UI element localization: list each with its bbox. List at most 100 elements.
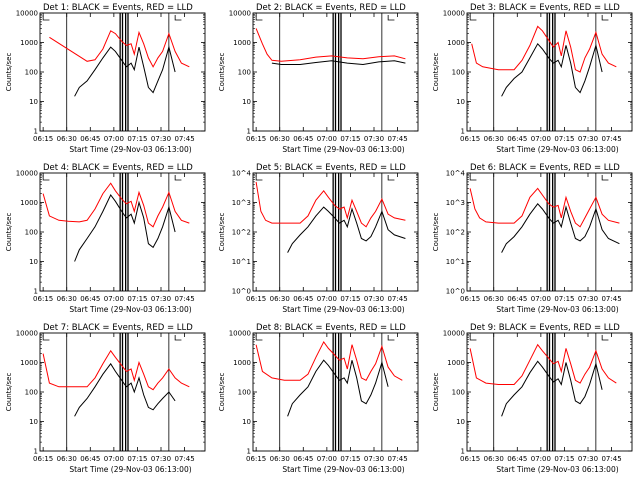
- chart-title: Det 9: BLACK = Events, RED = LLD: [470, 323, 620, 333]
- y-tick-label: 10^0: [446, 288, 465, 296]
- chart-title: Det 8: BLACK = Events, RED = LLD: [256, 323, 406, 333]
- y-axis-label: Counts/sec: [218, 53, 226, 92]
- x-tick-label: 06:15: [246, 135, 266, 143]
- x-tick-label: 06:15: [246, 295, 266, 303]
- x-axis-label: Start Time (29-Nov-03 06:13:00): [282, 305, 404, 314]
- y-tick-label: 1: [247, 128, 251, 136]
- x-tick-label: 06:30: [484, 295, 504, 303]
- x-axis-label: Start Time (29-Nov-03 06:13:00): [496, 145, 618, 154]
- x-tick-label: 07:15: [127, 295, 147, 303]
- series-line-lld: [255, 181, 406, 228]
- bracket-mark: [174, 175, 182, 181]
- y-tick-label: 1000: [20, 199, 38, 207]
- x-tick-label: 07:30: [364, 455, 384, 463]
- y-tick-label: 10^3: [446, 199, 465, 207]
- y-axis-label: Counts/sec: [432, 373, 440, 412]
- x-tick-label: 06:30: [57, 135, 77, 143]
- y-tick-label: 10: [456, 418, 465, 426]
- x-tick-label: 06:15: [246, 455, 266, 463]
- bracket-mark: [42, 175, 50, 181]
- y-tick-label: 10000: [16, 170, 38, 178]
- x-axis-label: Start Time (29-Nov-03 06:13:00): [496, 305, 618, 314]
- bracket-mark: [469, 175, 477, 181]
- chart-panel-det-3: Det 3: BLACK = Events, RED = LLD Counts/s…: [432, 3, 633, 154]
- y-tick-label: 1000: [233, 39, 251, 47]
- y-tick-label: 10000: [16, 10, 38, 18]
- bracket-mark: [255, 335, 263, 341]
- chart-panel-det-1: Det 1: BLACK = Events, RED = LLD Counts/s…: [5, 3, 206, 154]
- chart-title: Det 4: BLACK = Events, RED = LLD: [43, 163, 193, 173]
- y-tick-label: 100: [238, 389, 251, 397]
- series-line-lld: [42, 349, 190, 391]
- bracket-mark: [601, 175, 609, 181]
- x-tick-label: 07:30: [151, 295, 171, 303]
- chart-title: Det 5: BLACK = Events, RED = LLD: [256, 163, 406, 173]
- y-tick-label: 10: [29, 418, 38, 426]
- x-tick-label: 07:15: [554, 455, 574, 463]
- x-tick-label: 07:15: [554, 295, 574, 303]
- y-tick-label: 10: [242, 98, 251, 106]
- x-tick-label: 06:15: [460, 295, 480, 303]
- x-tick-label: 06:30: [484, 135, 504, 143]
- y-tick-label: 10: [456, 98, 465, 106]
- y-tick-label: 10000: [443, 10, 465, 18]
- x-tick-label: 07:15: [340, 455, 360, 463]
- y-axis-label: Counts/sec: [432, 213, 440, 252]
- y-tick-label: 10^4: [446, 170, 466, 178]
- x-tick-label: 06:30: [270, 295, 290, 303]
- bracket-mark: [174, 15, 182, 21]
- x-tick-label: 07:15: [340, 295, 360, 303]
- x-tick-label: 07:45: [174, 135, 194, 143]
- chart-panel-det-8: Det 8: BLACK = Events, RED = LLD Counts/s…: [218, 323, 419, 474]
- x-tick-label: 07:30: [578, 455, 598, 463]
- x-tick-label: 07:30: [578, 295, 598, 303]
- chart-title: Det 2: BLACK = Events, RED = LLD: [256, 3, 406, 13]
- bracket-mark: [387, 335, 395, 341]
- y-tick-label: 1: [461, 448, 465, 456]
- y-tick-label: 1000: [20, 39, 38, 47]
- y-tick-label: 10^2: [232, 229, 251, 237]
- x-tick-label: 06:15: [33, 455, 53, 463]
- y-axis-label: Counts/sec: [5, 373, 13, 412]
- series-line-events: [501, 360, 603, 417]
- series-line-events: [74, 194, 176, 262]
- x-tick-label: 06:30: [270, 135, 290, 143]
- x-tick-label: 06:45: [80, 455, 100, 463]
- x-tick-label: 07:00: [317, 135, 337, 143]
- bracket-mark: [469, 335, 477, 341]
- y-tick-label: 10000: [229, 10, 251, 18]
- x-axis-label: Start Time (29-Nov-03 06:13:00): [69, 305, 191, 314]
- y-axis-label: Counts/sec: [218, 373, 226, 412]
- x-tick-label: 07:00: [104, 455, 124, 463]
- series-line-events: [501, 203, 620, 253]
- x-tick-label: 07:45: [387, 455, 407, 463]
- series-line-lld: [255, 28, 406, 62]
- x-tick-label: 06:30: [484, 455, 504, 463]
- y-tick-label: 1: [34, 128, 38, 136]
- x-tick-label: 06:45: [507, 295, 527, 303]
- bracket-mark: [387, 175, 395, 181]
- y-tick-label: 10^0: [232, 288, 251, 296]
- y-tick-label: 1: [34, 288, 38, 296]
- series-line-events: [74, 362, 176, 417]
- x-tick-label: 07:30: [364, 295, 384, 303]
- series-line-lld: [469, 343, 617, 385]
- y-tick-label: 1: [247, 448, 251, 456]
- x-tick-label: 06:15: [33, 295, 53, 303]
- bracket-mark: [42, 15, 50, 21]
- y-axis-label: Counts/sec: [5, 213, 13, 252]
- series-line-events: [287, 206, 406, 253]
- y-tick-label: 100: [25, 229, 38, 237]
- x-axis-label: Start Time (29-Nov-03 06:13:00): [69, 145, 191, 154]
- x-tick-label: 07:45: [387, 135, 407, 143]
- x-tick-label: 06:15: [460, 135, 480, 143]
- x-tick-label: 07:45: [174, 295, 194, 303]
- bracket-mark: [174, 335, 182, 341]
- x-axis-label: Start Time (29-Nov-03 06:13:00): [282, 465, 404, 474]
- series-line-lld: [255, 340, 403, 381]
- x-tick-label: 07:30: [151, 455, 171, 463]
- x-tick-label: 07:15: [554, 135, 574, 143]
- series-line-lld: [49, 30, 190, 68]
- y-tick-label: 100: [452, 389, 465, 397]
- chart-panel-det-5: Det 5: BLACK = Events, RED = LLD Counts/s…: [218, 163, 419, 314]
